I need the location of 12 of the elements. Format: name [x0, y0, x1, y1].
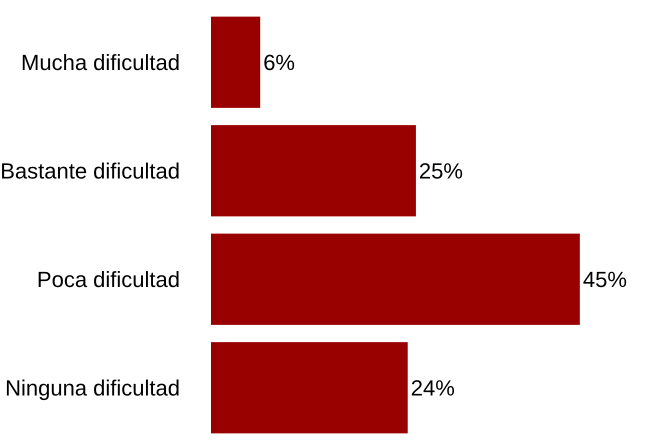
y-tick-label: Bastante dificultad — [0, 158, 180, 184]
bar — [211, 234, 580, 325]
bar — [211, 125, 416, 216]
y-tick-label: Mucha dificultad — [21, 50, 180, 75]
data-label: 24% — [410, 375, 455, 400]
y-tick-label: Ninguna dificultad — [5, 375, 180, 400]
y-tick-label: Poca dificultad — [36, 266, 180, 292]
bar — [211, 16, 260, 108]
data-label: 6% — [263, 50, 295, 75]
data-label: 25% — [418, 158, 463, 184]
bar — [211, 342, 408, 434]
data-label: 45% — [582, 266, 627, 292]
